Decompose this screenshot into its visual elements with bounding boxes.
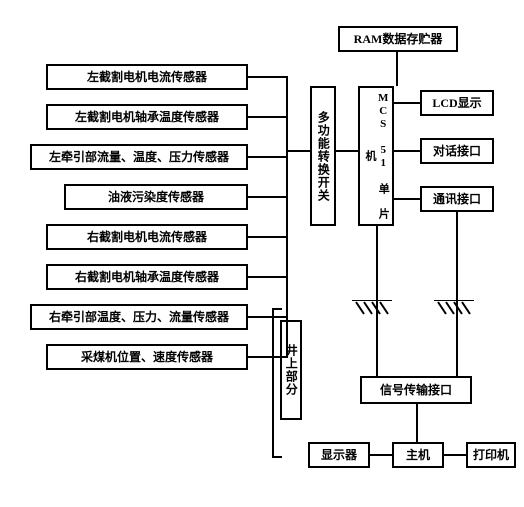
hatch-right [434,300,474,316]
comm-label: 通讯接口 [433,192,481,206]
display-label: 显示器 [321,448,357,462]
mcu-box: MCS 51 单 片 机 [358,86,394,226]
sensor7-box: 右牵引部温度、压力、流量传感器 [30,304,248,330]
sensor4-label: 油液污染度传感器 [108,190,204,204]
stub7 [248,316,288,318]
switch-to-mcu [336,150,358,152]
dialog-label: 对话接口 [433,144,481,158]
hatch-left [352,300,392,316]
ram-label: RAM数据存贮器 [354,32,443,46]
comm-to-signal-h [456,376,458,378]
lcd-box: LCD显示 [420,90,494,116]
sensor8-box: 采煤机位置、速度传感器 [46,344,248,370]
host-to-display [370,454,392,456]
upper-box: 井上部分 [280,320,302,420]
sensor6-label: 右截割电机轴承温度传感器 [75,270,219,284]
sensor2-label: 左截割电机轴承温度传感器 [75,110,219,124]
dialog-box: 对话接口 [420,138,494,164]
stub8 [248,356,288,358]
comm-down [456,212,458,376]
bus-to-switch [286,150,310,152]
mcu-label: MCS 51 单 片 机 [363,90,389,222]
sensor5-label: 右截割电机电流传感器 [87,230,207,244]
mcu-to-comm [394,198,420,200]
system-block-diagram: RAM数据存贮器 左截割电机电流传感器 左截割电机轴承温度传感器 左牵引部流量、… [0,0,524,507]
stub5 [248,236,288,238]
stub2 [248,116,288,118]
printer-box: 打印机 [466,442,516,468]
stub3 [248,156,288,158]
sensor6-box: 右截割电机轴承温度传感器 [46,264,248,290]
mcu-to-lcd [394,102,420,104]
host-box: 主机 [392,442,444,468]
ram-box: RAM数据存贮器 [338,26,458,52]
signal-to-host [416,404,418,442]
switch-box: 多功能转换开关 [310,86,336,226]
sensor4-box: 油液污染度传感器 [64,184,248,210]
mcu-to-ram [396,52,398,86]
sensor1-box: 左截割电机电流传感器 [46,64,248,90]
printer-label: 打印机 [473,448,509,462]
comm-box: 通讯接口 [420,186,494,212]
stub6 [248,276,288,278]
upper-bracket [272,308,274,458]
signal-label: 信号传输接口 [380,383,452,397]
mcu-to-dialog [394,150,420,152]
sensor7-label: 右牵引部温度、压力、流量传感器 [49,310,229,324]
sensor8-label: 采煤机位置、速度传感器 [81,350,213,364]
sensor3-label: 左牵引部流量、温度、压力传感器 [49,150,229,164]
lcd-label: LCD显示 [432,96,481,110]
signal-box: 信号传输接口 [360,376,472,404]
stub4 [248,196,288,198]
sensor5-box: 右截割电机电流传感器 [46,224,248,250]
sensor1-label: 左截割电机电流传感器 [87,70,207,84]
sensor2-box: 左截割电机轴承温度传感器 [46,104,248,130]
stub1 [248,76,288,78]
switch-label: 多功能转换开关 [316,111,330,202]
host-label: 主机 [406,448,430,462]
host-to-printer [444,454,466,456]
display-box: 显示器 [308,442,370,468]
sensor3-box: 左牵引部流量、温度、压力传感器 [30,144,248,170]
